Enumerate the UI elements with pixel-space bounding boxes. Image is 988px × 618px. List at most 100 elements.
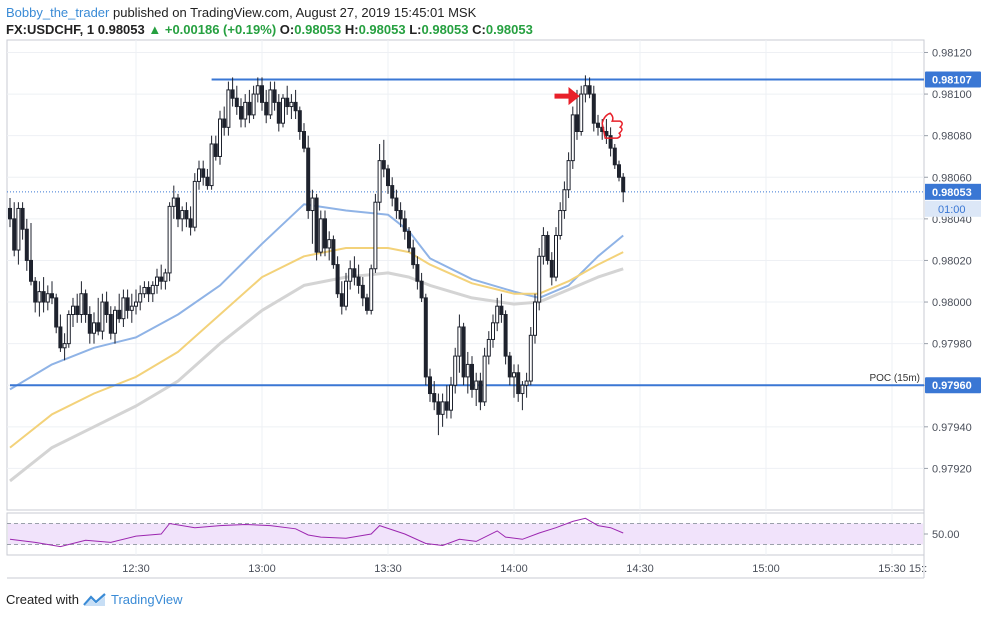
candle-body	[230, 89, 235, 99]
candle-body	[461, 326, 466, 378]
candle-body	[495, 305, 500, 324]
last-price-label: 0.98053	[932, 187, 972, 199]
candle-body	[369, 268, 374, 311]
candle-body	[314, 197, 319, 253]
time-axis[interactable]: 12:30 13:00 13:30 14:00 14:30 15:00 15:30 15::	[122, 563, 927, 575]
horizontal-lines[interactable]: POC (15m)	[7, 78, 924, 387]
candle-body	[335, 264, 340, 295]
time-tick-label: 15:00	[752, 563, 780, 575]
candle-body	[352, 268, 357, 278]
candle-body	[50, 293, 54, 299]
candle-body	[113, 309, 117, 334]
candle-body	[87, 314, 92, 334]
candle-body	[184, 210, 189, 220]
candle-body	[71, 305, 75, 316]
candle-body	[272, 89, 277, 103]
candle-body	[407, 230, 411, 249]
candle-body	[218, 118, 222, 157]
created-with-label: Created with	[6, 592, 79, 607]
rsi-level-label: 50.00	[932, 529, 960, 541]
author-link[interactable]: Bobby_the_trader	[6, 5, 110, 20]
candle-body	[323, 218, 327, 249]
price-tick-label: 0.98080	[932, 131, 972, 143]
price-tick-label: 0.97980	[932, 339, 972, 351]
price-tick-label: 0.98120	[932, 47, 972, 59]
close-label: C:	[472, 22, 486, 37]
candle-body	[45, 293, 50, 303]
candle-body	[159, 276, 164, 282]
candle-body	[394, 197, 399, 212]
candle-body	[566, 160, 571, 191]
candle-body	[142, 286, 147, 295]
candle-body	[402, 218, 407, 232]
candle-body	[482, 355, 487, 403]
price-tick-label: 0.97940	[932, 422, 972, 434]
candle-body	[612, 147, 617, 166]
candle-body	[591, 93, 596, 124]
low-label: L:	[409, 22, 422, 37]
ohlc-line: FX:USDCHF, 1 0.98053 ▲ +0.00186 (+0.19%)…	[6, 21, 533, 38]
candle-body	[24, 228, 29, 261]
candle-body	[608, 135, 613, 149]
high-value: 0.98053	[358, 22, 406, 37]
candle-body	[100, 301, 105, 332]
candle-body	[453, 355, 458, 386]
chart-grid	[6, 39, 925, 579]
candle-body	[356, 276, 361, 286]
thumbs-up-icon	[601, 112, 623, 139]
price-tick-label: 0.98100	[932, 89, 972, 101]
candle-body	[92, 322, 96, 334]
candle-body	[239, 106, 243, 120]
candle-body	[465, 363, 470, 378]
candle-body	[486, 338, 491, 357]
candle-body	[398, 210, 403, 220]
candle-body	[222, 118, 227, 128]
candle-body	[171, 197, 176, 207]
red-arrow-icon	[554, 87, 580, 106]
candle-body	[146, 286, 151, 295]
candle-body	[243, 101, 248, 120]
candle-body	[449, 384, 453, 411]
candle-body	[562, 189, 567, 212]
candle-body	[503, 314, 508, 357]
tradingview-link[interactable]: TradingView	[110, 592, 183, 607]
candle-body	[276, 101, 281, 124]
time-tick-label: 14:30	[626, 563, 654, 575]
time-tick-label: 12:30	[122, 563, 150, 575]
candle-body	[297, 110, 302, 133]
resistance-price-tag	[925, 71, 981, 88]
candle-body	[66, 314, 71, 345]
candle-body	[213, 143, 218, 157]
price-tick-label: 0.98060	[932, 172, 972, 184]
candle-body	[348, 268, 353, 282]
poc-price-label: 0.97960	[932, 380, 972, 392]
candle-body	[373, 201, 378, 270]
candle-body	[432, 393, 437, 403]
candles	[8, 75, 626, 436]
poc-text-label: POC (15m)	[869, 373, 920, 384]
rsi-band	[8, 523, 923, 545]
open-label: O:	[279, 22, 295, 37]
low-value: 0.98053	[421, 22, 469, 37]
candle-body	[197, 168, 201, 182]
candle-body	[163, 272, 168, 282]
ma-yellow-line	[9, 247, 624, 449]
candle-body	[344, 280, 348, 307]
close-value: 0.98053	[485, 22, 533, 37]
candle-body	[579, 93, 584, 133]
last-price: 0.98053	[97, 22, 145, 37]
candle-body	[617, 164, 621, 178]
resistance-price-label: 0.98107	[932, 75, 972, 87]
candle-body	[167, 205, 172, 274]
price-tick-label: 0.98020	[932, 255, 972, 267]
candle-body	[545, 234, 550, 261]
tradingview-logo-icon	[83, 592, 106, 606]
price-axis[interactable]: 0.98120 0.98100 0.98080 0.98060 0.98040 0.980…	[924, 47, 981, 541]
candle-body	[596, 122, 600, 128]
time-tick-label: 14:00	[500, 563, 528, 575]
time-tick-label: 15:30	[878, 563, 906, 575]
candle-body	[386, 168, 390, 187]
candle-body	[621, 176, 626, 193]
candle-body	[512, 372, 516, 378]
